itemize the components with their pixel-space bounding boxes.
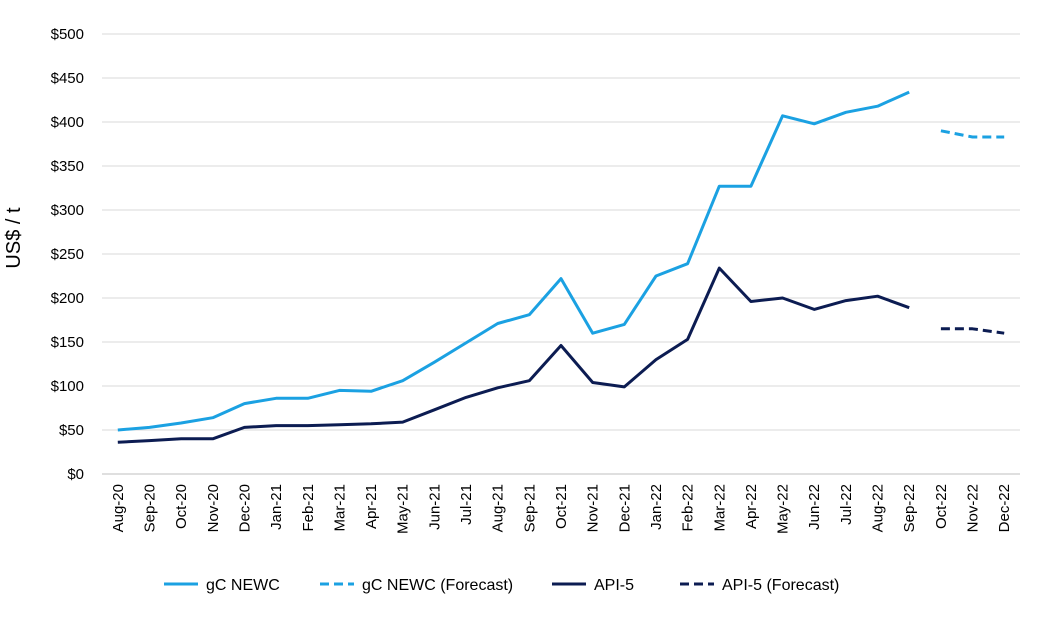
x-tick-label: Sep-22: [901, 484, 918, 532]
legend-label: gC NEWC: [206, 577, 280, 594]
legend-label: API-5 (Forecast): [722, 577, 839, 594]
y-tick-label: $400: [51, 114, 84, 131]
x-tick-label: Aug-22: [870, 484, 887, 532]
y-tick-label: $500: [51, 26, 84, 43]
x-tick-label: Dec-22: [996, 484, 1013, 532]
y-tick-label: $200: [51, 290, 84, 307]
x-tick-label: Jul-22: [838, 484, 855, 525]
x-tick-label: Dec-21: [616, 484, 633, 532]
series-line-gc-newc: [117, 90, 910, 432]
x-tick-label: Apr-22: [743, 484, 760, 529]
y-tick-label: $450: [51, 70, 84, 87]
y-tick-label: $50: [59, 422, 84, 439]
x-tick-label: Jan-22: [648, 484, 665, 530]
x-tick-label: Oct-21: [553, 484, 570, 529]
y-tick-label: $100: [51, 378, 84, 395]
x-tick-label: Jun-21: [426, 484, 443, 530]
y-tick-label: $150: [51, 334, 84, 351]
y-axis-label: US$ / t: [3, 207, 25, 269]
legend-label: gC NEWC (Forecast): [362, 577, 513, 594]
x-axis-tick-labels: Aug-20 Sep-20 Oct-20 Nov-20 Dec-20 Jan-21 Feb-…: [110, 484, 1013, 534]
series-lines: [117, 90, 1005, 444]
x-tick-label: May-22: [775, 484, 792, 534]
x-tick-label: Nov-21: [585, 484, 602, 532]
gridlines: [102, 33, 1020, 431]
series-line-gc-newc-forecast: [940, 129, 1005, 139]
x-tick-label: Feb-21: [300, 484, 317, 532]
x-tick-label: Mar-22: [711, 484, 728, 532]
series-line-api-5: [117, 266, 910, 444]
x-tick-label: Sep-20: [141, 484, 158, 532]
y-tick-label: $250: [51, 246, 84, 263]
series-line-api-5-forecast: [940, 327, 1005, 335]
x-tick-label: Aug-21: [490, 484, 507, 532]
x-tick-label: Mar-21: [331, 484, 348, 532]
x-tick-label: Feb-22: [680, 484, 697, 532]
x-tick-label: Jan-21: [268, 484, 285, 530]
x-tick-label: May-21: [395, 484, 412, 534]
y-tick-label: $0: [67, 466, 84, 483]
x-tick-label: Aug-20: [110, 484, 127, 532]
x-tick-label: Jun-22: [806, 484, 823, 530]
x-tick-label: Nov-20: [205, 484, 222, 532]
x-tick-label: Apr-21: [363, 484, 380, 529]
x-tick-label: Nov-22: [965, 484, 982, 532]
x-tick-label: Dec-20: [236, 484, 253, 532]
y-axis-tick-labels: $0 $50 $100 $150 $200 $250 $300 $350 $400 $450 $50…: [51, 26, 84, 483]
y-tick-label: $350: [51, 158, 84, 175]
x-tick-label: Sep-21: [521, 484, 538, 532]
legend-label: API-5: [594, 577, 634, 594]
x-tick-label: Jul-21: [458, 484, 475, 525]
x-tick-label: Oct-22: [933, 484, 950, 529]
x-tick-label: Oct-20: [173, 484, 190, 529]
y-tick-label: $300: [51, 202, 84, 219]
legend: gC NEWC gC NEWC (Forecast) API-5 API-5 (For…: [164, 577, 839, 594]
